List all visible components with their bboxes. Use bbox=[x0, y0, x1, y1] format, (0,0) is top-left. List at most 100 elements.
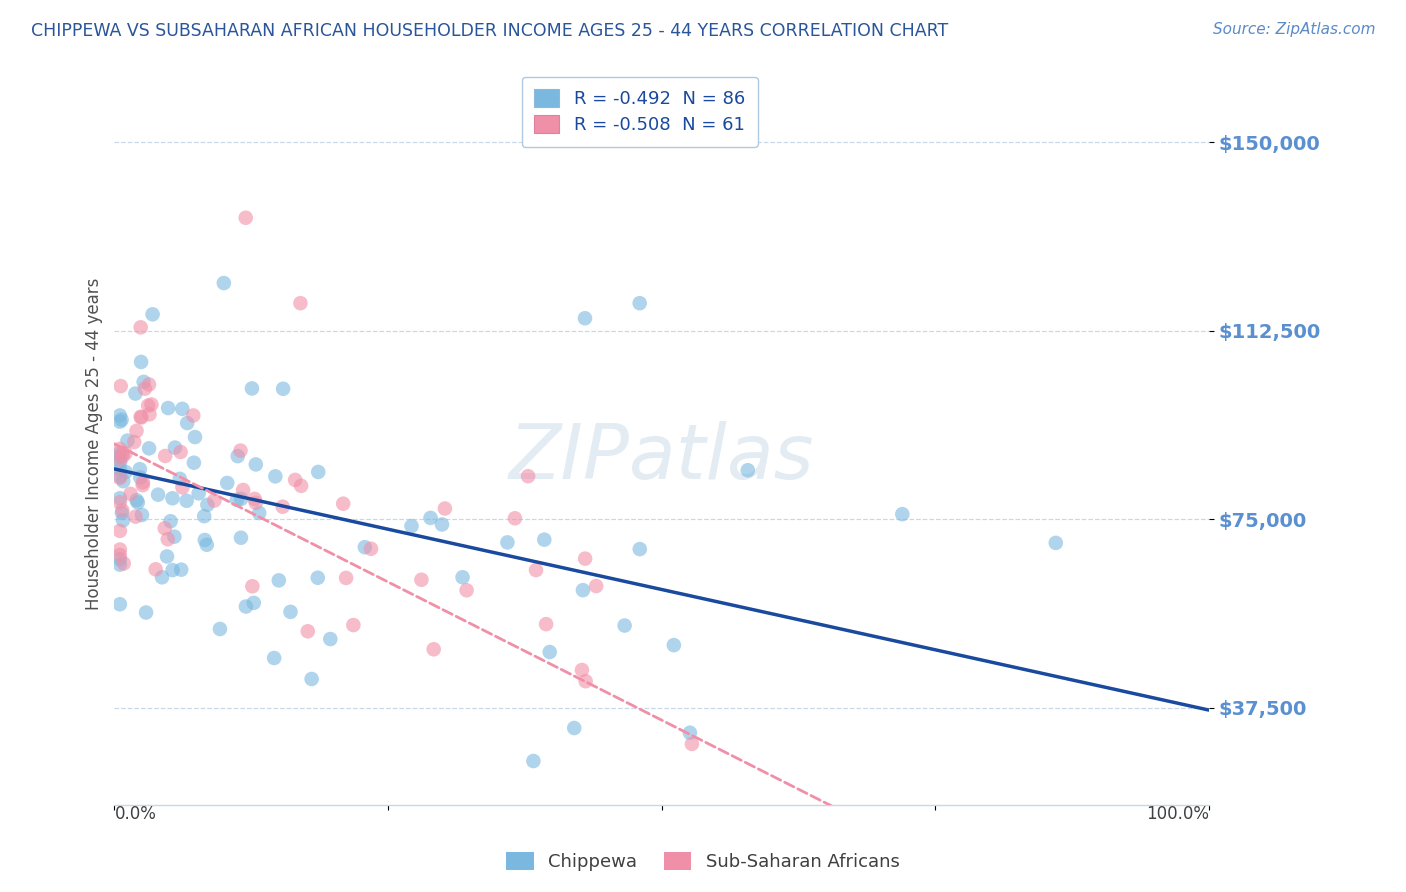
Point bbox=[108, 455, 131, 469]
Point bbox=[172, 480, 194, 494]
Point bbox=[271, 500, 294, 514]
Point bbox=[235, 211, 257, 225]
Point bbox=[136, 399, 159, 413]
Point bbox=[181, 409, 204, 423]
Point bbox=[112, 557, 135, 571]
Point bbox=[108, 471, 131, 485]
Point bbox=[245, 496, 267, 510]
Point bbox=[231, 491, 253, 506]
Point bbox=[125, 424, 148, 438]
Point bbox=[138, 442, 160, 456]
Point bbox=[129, 320, 152, 334]
Point bbox=[183, 456, 205, 470]
Point bbox=[430, 517, 453, 532]
Point bbox=[284, 473, 307, 487]
Point bbox=[456, 583, 478, 598]
Point bbox=[360, 541, 382, 556]
Point bbox=[111, 506, 134, 520]
Point bbox=[226, 449, 249, 463]
Point bbox=[240, 381, 263, 395]
Point bbox=[108, 450, 131, 464]
Text: CHIPPEWA VS SUBSAHARAN AFRICAN HOUSEHOLDER INCOME AGES 25 - 44 YEARS CORRELATION: CHIPPEWA VS SUBSAHARAN AFRICAN HOUSEHOLD… bbox=[31, 22, 948, 40]
Point bbox=[172, 401, 194, 416]
Point bbox=[125, 493, 148, 508]
Point bbox=[187, 486, 209, 500]
Point bbox=[411, 573, 433, 587]
Point bbox=[163, 530, 186, 544]
Legend: Chippewa, Sub-Saharan Africans: Chippewa, Sub-Saharan Africans bbox=[499, 846, 907, 879]
Point bbox=[235, 599, 257, 614]
Point bbox=[138, 407, 160, 421]
Point bbox=[212, 276, 235, 290]
Y-axis label: Householder Income Ages 25 - 44 years: Householder Income Ages 25 - 44 years bbox=[86, 277, 103, 610]
Point bbox=[122, 435, 145, 450]
Point bbox=[891, 507, 914, 521]
Point bbox=[208, 622, 231, 636]
Point bbox=[108, 524, 131, 538]
Point bbox=[108, 452, 131, 467]
Point bbox=[108, 597, 131, 611]
Point bbox=[142, 307, 165, 321]
Point bbox=[176, 493, 198, 508]
Point bbox=[176, 416, 198, 430]
Point bbox=[170, 563, 193, 577]
Point bbox=[162, 563, 184, 577]
Point bbox=[503, 511, 526, 525]
Point bbox=[662, 638, 685, 652]
Point bbox=[111, 503, 134, 517]
Point bbox=[267, 574, 290, 588]
Point bbox=[401, 519, 423, 533]
Point bbox=[124, 509, 146, 524]
Point bbox=[162, 491, 184, 506]
Point bbox=[229, 531, 252, 545]
Point bbox=[129, 470, 152, 484]
Point bbox=[108, 446, 131, 460]
Point bbox=[574, 311, 596, 326]
Point bbox=[169, 472, 191, 486]
Point bbox=[114, 465, 136, 479]
Point bbox=[353, 540, 375, 554]
Point bbox=[108, 542, 131, 557]
Text: ZIPatlas: ZIPatlas bbox=[509, 421, 814, 495]
Point bbox=[524, 563, 547, 577]
Point bbox=[108, 409, 131, 423]
Point bbox=[290, 479, 312, 493]
Point bbox=[108, 462, 131, 476]
Point bbox=[131, 410, 153, 425]
Point bbox=[242, 596, 264, 610]
Point bbox=[496, 535, 519, 549]
Point bbox=[131, 508, 153, 522]
Point bbox=[114, 446, 136, 460]
Point bbox=[128, 462, 150, 476]
Point bbox=[307, 465, 329, 479]
Point bbox=[129, 355, 152, 369]
Point bbox=[135, 606, 157, 620]
Point bbox=[679, 725, 702, 739]
Point bbox=[422, 642, 444, 657]
Point bbox=[217, 475, 239, 490]
Point bbox=[150, 570, 173, 584]
Point bbox=[131, 478, 153, 492]
Point bbox=[169, 445, 191, 459]
Point bbox=[108, 491, 131, 506]
Point bbox=[184, 430, 207, 444]
Point bbox=[628, 542, 651, 557]
Point bbox=[132, 375, 155, 389]
Point bbox=[111, 450, 134, 464]
Point bbox=[120, 487, 142, 501]
Point bbox=[290, 296, 312, 310]
Point bbox=[628, 296, 651, 310]
Point bbox=[108, 552, 131, 566]
Point bbox=[156, 549, 179, 564]
Point bbox=[156, 532, 179, 546]
Point bbox=[163, 441, 186, 455]
Point bbox=[112, 474, 135, 488]
Point bbox=[538, 645, 561, 659]
Point bbox=[202, 493, 225, 508]
Text: Source: ZipAtlas.com: Source: ZipAtlas.com bbox=[1212, 22, 1375, 37]
Point bbox=[145, 562, 167, 576]
Point bbox=[153, 521, 176, 535]
Point bbox=[301, 672, 323, 686]
Text: 0.0%: 0.0% bbox=[114, 805, 156, 823]
Legend: R = -0.492  N = 86, R = -0.508  N = 61: R = -0.492 N = 86, R = -0.508 N = 61 bbox=[522, 77, 758, 147]
